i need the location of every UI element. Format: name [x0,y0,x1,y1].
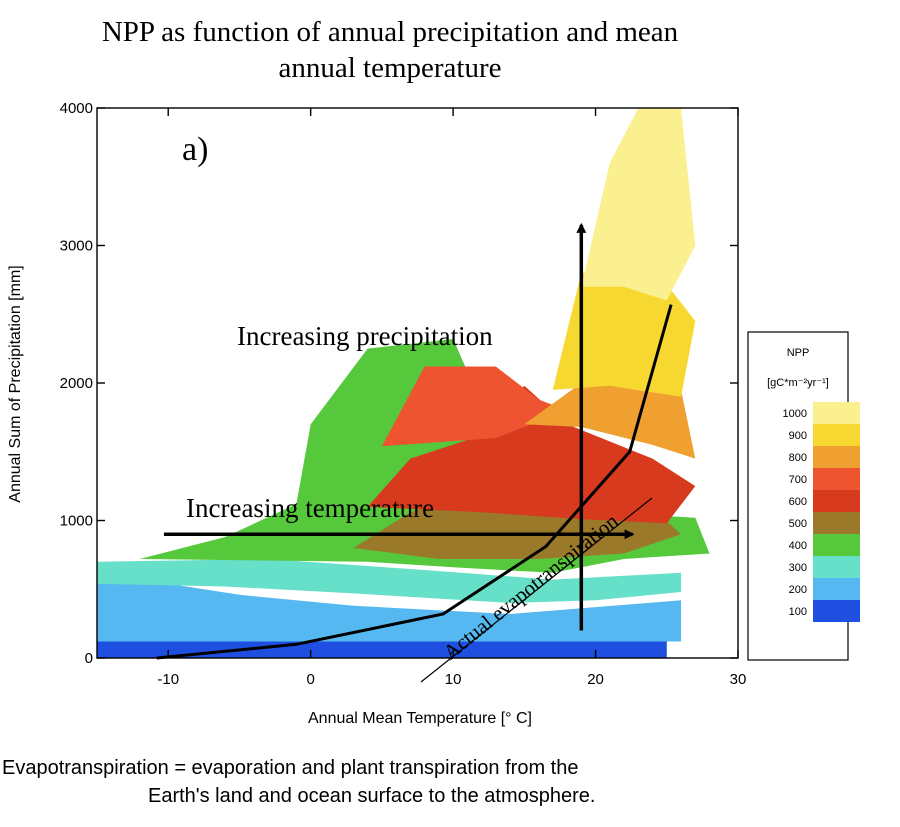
temperature-label: Increasing temperature [186,493,434,523]
precipitation-label: Increasing precipitation [237,321,493,351]
legend-label-100: 100 [789,606,807,618]
legend-swatch-600 [813,490,860,512]
evapotranspiration-curve [156,304,673,660]
legend-label-200: 200 [789,584,807,596]
legend-label-1000: 1000 [783,408,807,420]
legend-swatch-400 [813,534,860,556]
legend-label-900: 900 [789,430,807,442]
legend-label-500: 500 [789,518,807,530]
x-tick-label: 10 [445,671,462,688]
npp-region-700 [381,366,568,447]
legend-label-300: 300 [789,562,807,574]
npp-region-1000 [581,108,696,301]
caption-line-2: Earth's land and ocean surface to the at… [148,785,596,807]
caption-line-1: Evapotranspiration = evaporation and pla… [2,757,579,779]
legend-label-800: 800 [789,452,807,464]
npp-region-200 [97,572,681,642]
x-axis-label: Annual Mean Temperature [° C] [308,710,532,727]
evapotranspiration-underline [420,497,653,683]
chart-title-line-1: NPP as function of annual precipitation … [101,16,679,48]
npp-heatmap [97,108,710,658]
npp-region-300 [97,559,681,603]
y-axis-label: Annual Sum of Precipitation [mm] [7,265,24,502]
x-tick-label: 30 [730,671,747,688]
legend-unit: [gC*m⁻²yr⁻¹] [767,377,829,389]
panel-label: a) [182,131,208,168]
x-tick-label: 0 [306,671,314,688]
x-tick-label: 20 [587,671,604,688]
y-tick-label: 0 [85,650,93,667]
legend-label-400: 400 [789,540,807,552]
legend-swatch-500 [813,512,860,534]
y-tick-label: 1000 [60,513,93,530]
y-tick-label: 3000 [60,238,93,255]
npp-region-600 [367,385,696,524]
npp-region-800 [524,383,696,459]
chart-title-line-2: annual temperature [278,52,502,84]
legend-swatch-1000 [813,402,860,424]
npp-region-900 [552,266,696,397]
legend-swatch-800 [813,446,860,468]
npp-legend: NPP [gC*m⁻²yr⁻¹] 1000 900 800 700 600 500 400 300… [747,331,860,661]
x-tick-label: -10 [157,671,179,688]
tick-labels: -10 0 10 20 30 0 1000 2000 3000 4000 [60,100,747,688]
legend-swatch-900 [813,424,860,446]
legend-swatch-100 [813,600,860,622]
legend-swatch-700 [813,468,860,490]
legend-swatch-300 [813,556,860,578]
axes [96,107,739,659]
chart-title: NPP as function of annual precipitation … [0,14,780,86]
legend-swatch-200 [813,578,860,600]
caption: Evapotranspiration = evaporation and pla… [0,754,900,810]
y-tick-label: 2000 [60,375,93,392]
legend-title: NPP [787,347,810,359]
legend-label-700: 700 [789,474,807,486]
y-tick-label: 4000 [60,100,93,117]
legend-label-600: 600 [789,496,807,508]
